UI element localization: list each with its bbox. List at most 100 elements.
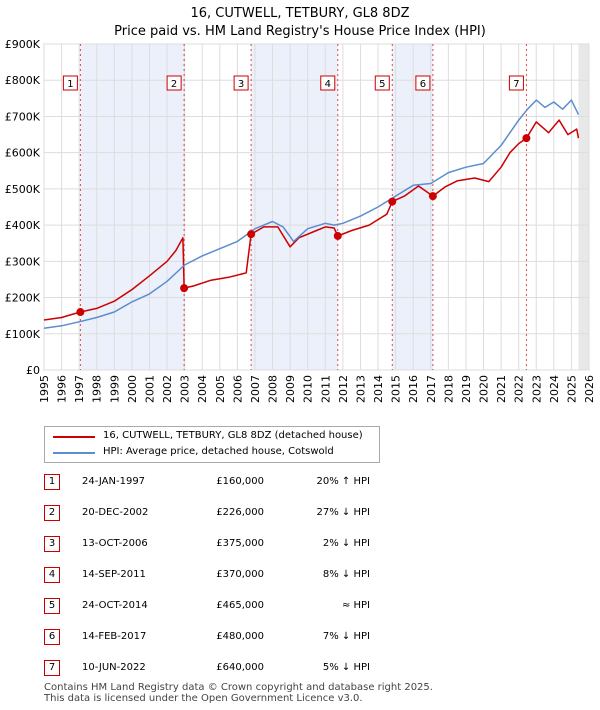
y-tick-label: £900K <box>5 38 41 51</box>
x-tick-label: 2021 <box>495 375 508 403</box>
sale-hpi-compare: 27% ↓ HPI <box>316 507 370 518</box>
x-tick-label: 2009 <box>284 375 297 403</box>
sale-number-badge: 2 <box>44 505 60 521</box>
x-tick-label: 2010 <box>302 375 315 403</box>
x-tick-label: 1997 <box>73 375 86 403</box>
sale-point <box>76 308 85 317</box>
sale-badge-box <box>374 75 390 91</box>
sale-badge-label: 4 <box>325 79 331 90</box>
sale-hpi-compare: 7% ↓ HPI <box>322 631 370 642</box>
x-tick-label: 2008 <box>267 375 280 403</box>
x-tick-label: 2004 <box>196 375 209 403</box>
y-tick-label: £200K <box>5 292 41 305</box>
y-tick-label: £0 <box>26 364 40 377</box>
x-tick-label: 2000 <box>126 375 139 403</box>
table-row: 6 14-FEB-2017 £480,000 7% ↓ HPI <box>44 629 384 647</box>
x-tick-label: 2024 <box>548 375 561 403</box>
x-tick-label: 2015 <box>390 375 403 403</box>
sale-badge-box <box>233 75 249 91</box>
sale-point <box>180 284 189 293</box>
x-tick-label: 2017 <box>425 375 438 403</box>
sale-badge-box <box>508 75 524 91</box>
x-tick-label: 1998 <box>91 375 104 403</box>
sale-point <box>333 231 342 240</box>
sale-price: £640,000 <box>216 662 264 673</box>
x-tick-label: 2016 <box>407 375 420 403</box>
sale-date: 14-FEB-2017 <box>82 631 147 642</box>
x-tick-label: 2002 <box>161 375 174 403</box>
sale-date: 20-DEC-2002 <box>82 507 149 518</box>
sale-hpi-compare: 5% ↓ HPI <box>322 662 370 673</box>
legend-swatch-property <box>53 436 95 438</box>
x-tick-label: 1999 <box>108 375 121 403</box>
x-tick-label: 2023 <box>530 375 543 403</box>
sale-price: £160,000 <box>216 476 264 487</box>
legend-label-property: 16, CUTWELL, TETBURY, GL8 8DZ (detached … <box>103 430 363 441</box>
attribution-line-1: Contains HM Land Registry data © Crown c… <box>44 682 433 693</box>
x-tick-label: 2007 <box>249 375 262 403</box>
sale-period-band <box>392 44 433 370</box>
sale-period-band <box>251 44 338 370</box>
x-tick-label: 1995 <box>38 375 51 403</box>
sale-date: 13-OCT-2006 <box>82 538 148 549</box>
x-tick-label: 2019 <box>460 375 473 403</box>
table-row: 3 13-OCT-2006 £375,000 2% ↓ HPI <box>44 536 384 554</box>
table-row: 2 20-DEC-2002 £226,000 27% ↓ HPI <box>44 505 384 523</box>
sale-hpi-compare: 8% ↓ HPI <box>322 569 370 580</box>
sale-number-badge: 4 <box>44 567 60 583</box>
sale-badge-box <box>62 75 78 91</box>
sale-price: £480,000 <box>216 631 264 642</box>
sale-badge-box <box>415 75 431 91</box>
property-price-line <box>43 119 580 321</box>
sale-date: 24-OCT-2014 <box>82 600 148 611</box>
chart-legend: 16, CUTWELL, TETBURY, GL8 8DZ (detached … <box>44 426 380 463</box>
sale-price: £226,000 <box>216 507 264 518</box>
x-tick-label: 2001 <box>143 375 156 403</box>
sale-hpi-compare: 2% ↓ HPI <box>322 538 370 549</box>
sale-number-badge: 7 <box>44 660 60 676</box>
sale-badge-box <box>320 75 336 91</box>
y-tick-label: £500K <box>5 183 41 196</box>
x-tick-label: 1996 <box>56 375 69 403</box>
x-tick-label: 2005 <box>214 375 227 403</box>
sale-point <box>247 230 256 239</box>
sale-number-badge: 3 <box>44 536 60 552</box>
y-tick-label: £600K <box>5 147 41 160</box>
x-tick-label: 2006 <box>231 375 244 403</box>
chart-title: 16, CUTWELL, TETBURY, GL8 8DZ <box>190 6 410 21</box>
x-tick-label: 2011 <box>319 375 332 403</box>
sale-price: £370,000 <box>216 569 264 580</box>
x-tick-label: 2013 <box>354 375 367 403</box>
chart-subtitle: Price paid vs. HM Land Registry's House … <box>114 24 486 39</box>
sale-point <box>522 134 531 143</box>
hpi-line <box>43 99 580 330</box>
attribution-footer: Contains HM Land Registry data © Crown c… <box>44 682 433 704</box>
y-tick-label: £700K <box>5 110 41 123</box>
sale-point <box>388 197 397 206</box>
sale-number-badge: 6 <box>44 629 60 645</box>
sale-number-badge: 5 <box>44 598 60 614</box>
y-tick-label: £400K <box>5 219 41 232</box>
sale-point <box>428 192 437 201</box>
x-tick-label: 2012 <box>337 375 350 403</box>
x-tick-label: 2014 <box>372 375 385 403</box>
x-tick-label: 2018 <box>442 375 455 403</box>
sale-price: £465,000 <box>216 600 264 611</box>
sale-badge-box <box>166 75 182 91</box>
x-tick-label: 2026 <box>583 375 596 403</box>
table-row: 5 24-OCT-2014 £465,000 ≈ HPI <box>44 598 384 616</box>
legend-label-hpi: HPI: Average price, detached house, Cots… <box>103 446 334 457</box>
sale-date: 24-JAN-1997 <box>82 476 146 487</box>
x-tick-label: 2025 <box>565 375 578 403</box>
table-row: 1 24-JAN-1997 £160,000 20% ↑ HPI <box>44 474 384 492</box>
sale-price: £375,000 <box>216 538 264 549</box>
sale-badge-label: 2 <box>171 79 177 90</box>
x-tick-label: 2003 <box>179 375 192 403</box>
sale-number-badge: 1 <box>44 474 60 490</box>
sale-hpi-compare: 20% ↑ HPI <box>316 476 370 487</box>
y-tick-label: £100K <box>5 328 41 341</box>
sale-badge-label: 3 <box>238 79 244 90</box>
x-tick-label: 2020 <box>478 375 491 403</box>
x-tick-label: 2022 <box>513 375 526 403</box>
table-row: 7 10-JUN-2022 £640,000 5% ↓ HPI <box>44 660 384 678</box>
